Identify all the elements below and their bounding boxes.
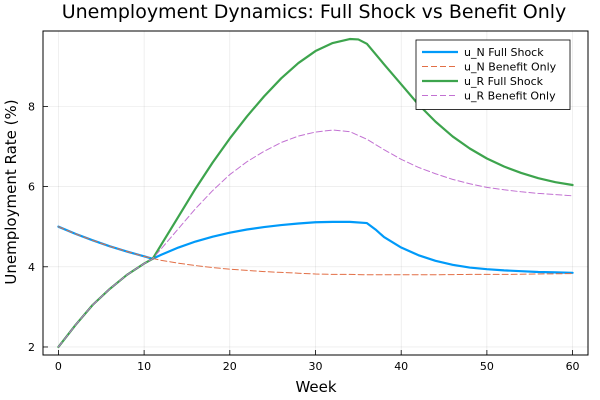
x-tick-label: 0 bbox=[55, 360, 62, 373]
series-line-u-r-full-shock bbox=[57, 37, 574, 349]
x-tick-label: 10 bbox=[137, 360, 151, 373]
y-tick-label: 6 bbox=[28, 181, 35, 194]
legend-label: u_R Benefit Only bbox=[464, 90, 556, 103]
chart-title: Unemployment Dynamics: Full Shock vs Ben… bbox=[62, 1, 567, 23]
series-line-u-n-benefit-only bbox=[57, 226, 574, 276]
x-tick-label: 50 bbox=[480, 360, 494, 373]
x-tick-label: 40 bbox=[394, 360, 408, 373]
axis-ticks: 0 10 20 30 40 50 60 2 4 6 8 bbox=[28, 100, 580, 373]
y-tick-label: 4 bbox=[28, 261, 35, 274]
y-axis-label: Unemployment Rate (%) bbox=[2, 99, 20, 284]
series-line-u-r-benefit-only bbox=[57, 129, 574, 348]
x-axis-label: Week bbox=[295, 378, 336, 396]
legend-label: u_N Benefit Only bbox=[464, 61, 557, 74]
legend-label: u_R Full Shock bbox=[464, 75, 544, 88]
y-tick-label: 2 bbox=[28, 341, 35, 354]
x-tick-label: 20 bbox=[223, 360, 237, 373]
legend-label: u_N Full Shock bbox=[464, 46, 544, 59]
x-tick-label: 60 bbox=[566, 360, 580, 373]
plot-lines bbox=[57, 37, 574, 349]
y-tick-label: 8 bbox=[28, 100, 35, 113]
x-tick-label: 30 bbox=[309, 360, 323, 373]
